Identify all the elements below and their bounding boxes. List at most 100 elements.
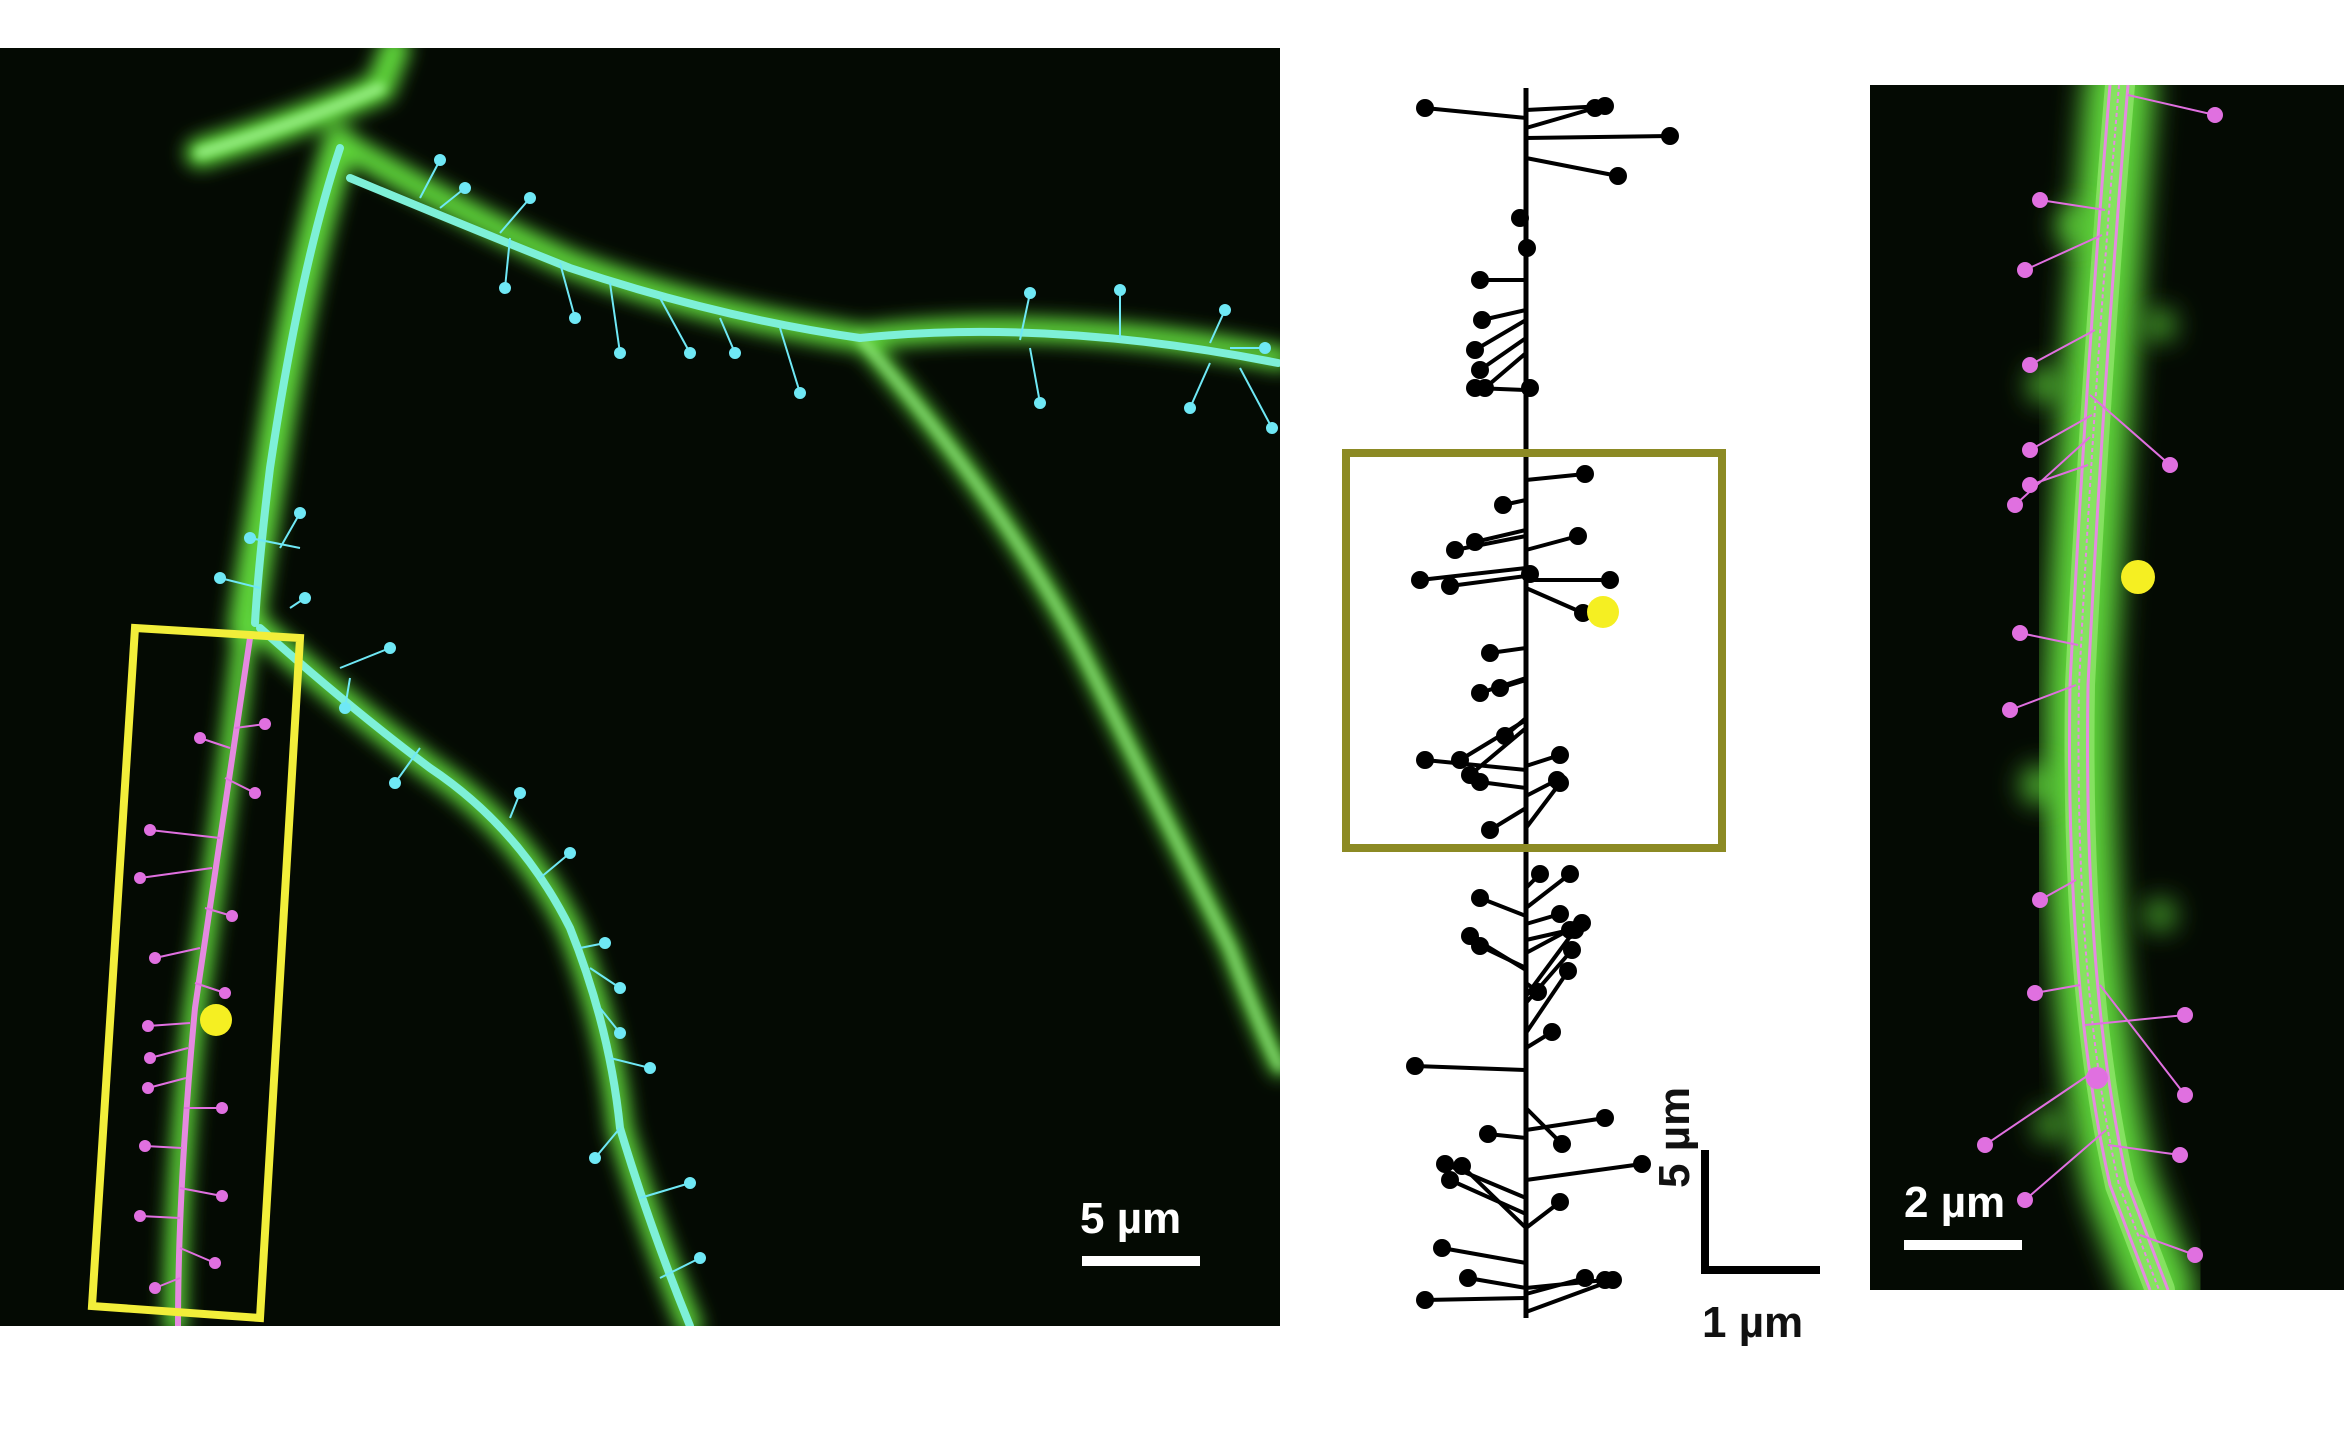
schematic-spine-head xyxy=(1453,1157,1471,1175)
schematic-spine-head xyxy=(1481,644,1499,662)
schematic-spine-head xyxy=(1543,1023,1561,1041)
schematic-spine-head xyxy=(1531,865,1549,883)
selection-box xyxy=(87,623,305,1323)
schematic-spine-line xyxy=(1525,1278,1606,1290)
schematic-spine-line xyxy=(1473,318,1528,352)
schematic-spine-line xyxy=(1419,566,1527,582)
schematic-spine-head xyxy=(1436,1155,1454,1173)
schematic-spine-head xyxy=(1576,465,1594,483)
schematic-spine-line xyxy=(1525,586,1584,615)
zoom-spine-blobs xyxy=(2022,207,2174,1139)
schematic-spine-head xyxy=(1551,1193,1569,1211)
schematic-spine-head xyxy=(1471,684,1489,702)
zoom-svg xyxy=(1977,85,2223,1290)
schematic-spine-head xyxy=(1551,905,1569,923)
schematic-spine-head xyxy=(1553,1135,1571,1153)
scale-label-horizontal: 1 µm xyxy=(1702,1298,1804,1347)
schematic-spine-head xyxy=(1661,127,1679,145)
schematic-spine-head xyxy=(1481,821,1499,839)
zoom-dendrite-core xyxy=(2064,85,2175,1290)
schematic-spine-head xyxy=(1406,1057,1424,1075)
schematic-spine-head xyxy=(1473,311,1491,329)
schematic-spine-line xyxy=(1525,106,1596,130)
schematic-spine-head xyxy=(1596,1271,1614,1289)
schematic-svg xyxy=(1342,88,1820,1318)
schematic-spine-head xyxy=(1411,571,1429,589)
schematic-spine-head xyxy=(1494,496,1512,514)
schematic-spine-head xyxy=(1551,746,1569,764)
schematic-spine-line xyxy=(1524,781,1562,830)
schematic-spine-line xyxy=(1525,472,1586,482)
schematic-spine-head xyxy=(1561,865,1579,883)
schematic-spine-head xyxy=(1521,379,1539,397)
spine-schematic: 1 µm 5 µm xyxy=(1320,48,1860,1368)
schematic-spine-head xyxy=(1471,889,1489,907)
schematic-spine-head xyxy=(1446,541,1464,559)
schematic-spine-line xyxy=(1460,1164,1528,1230)
schematic-spine-line xyxy=(1414,1064,1527,1072)
schematic-spine-head xyxy=(1633,1155,1651,1173)
schematic-spine-head xyxy=(1451,751,1469,769)
schematic-spine-head xyxy=(1586,99,1604,117)
schematic-spine-head xyxy=(1491,679,1509,697)
dendrite-core xyxy=(195,83,1280,1071)
scale-bar-right xyxy=(1904,1240,2022,1250)
schematic-spine-line xyxy=(1524,928,1577,998)
schematic-spine-line xyxy=(1524,872,1572,910)
schematic-spine-head xyxy=(1601,571,1619,589)
schematic-spine-head xyxy=(1596,1109,1614,1127)
schematic-spine-line xyxy=(1449,574,1527,588)
schematic-spine-head xyxy=(1566,921,1584,939)
scale-label-vertical: 5 µm xyxy=(1650,1086,1699,1188)
spines-pink xyxy=(134,718,271,1294)
dendrite-trace xyxy=(251,144,1280,1326)
schematic-spine-line xyxy=(1424,106,1527,120)
schematic-spine-line xyxy=(1441,1246,1527,1265)
schematic-spine-line xyxy=(1467,1276,1527,1290)
schematic-spine-head xyxy=(1479,1125,1497,1143)
schematic-spine-head xyxy=(1433,1239,1451,1257)
schematic-spine-head xyxy=(1441,577,1459,595)
schematic-spine-head xyxy=(1466,379,1484,397)
schematic-spine-line xyxy=(1525,1116,1606,1132)
schematic-spine-head xyxy=(1471,271,1489,289)
schematic-spine-head xyxy=(1559,962,1577,980)
schematic-spine-head xyxy=(1609,167,1627,185)
schematic-spine-head xyxy=(1416,1291,1434,1309)
schematic-spine-head xyxy=(1569,527,1587,545)
spines-cyan xyxy=(214,154,1278,1279)
schematic-spine-head xyxy=(1511,209,1529,227)
spine-lines xyxy=(1406,97,1679,1314)
schematic-spine-head xyxy=(1471,773,1489,791)
micrograph-overview: 5 µm xyxy=(0,48,1280,1326)
schematic-spine-head xyxy=(1551,774,1569,792)
scale-label-left: 5 µm xyxy=(1080,1194,1182,1243)
schematic-spine-line xyxy=(1525,1162,1643,1182)
micrograph-svg xyxy=(87,48,1280,1326)
schematic-spine-line xyxy=(1449,1178,1527,1216)
schematic-spine-line xyxy=(1478,336,1528,372)
schematic-spine-line xyxy=(1424,758,1527,772)
schematic-spine-head xyxy=(1518,239,1536,257)
schematic-marker-dot xyxy=(1587,596,1619,628)
schematic-spine-line xyxy=(1525,134,1671,140)
micrograph-zoom: 2 µm xyxy=(1870,85,2344,1290)
schematic-spine-line xyxy=(1525,156,1619,178)
schematic-selection-box xyxy=(1342,449,1726,852)
scale-bar-left xyxy=(1082,1256,1200,1266)
selected-dendrite-trace xyxy=(175,635,253,1326)
schematic-spine-line xyxy=(1424,1296,1527,1302)
schematic-spine-head xyxy=(1563,941,1581,959)
schematic-spine-line xyxy=(1524,969,1570,1035)
schematic-spine-head xyxy=(1459,1269,1477,1287)
dendrite-glow xyxy=(164,48,1280,1326)
schematic-spine-head xyxy=(1441,1171,1459,1189)
schematic-spine-head xyxy=(1471,937,1489,955)
schematic-spine-head xyxy=(1416,751,1434,769)
zoom-spines xyxy=(1977,94,2223,1263)
schematic-spine-line xyxy=(1454,534,1527,552)
scale-label-right: 2 µm xyxy=(1904,1178,2006,1227)
zoom-marker-dot xyxy=(2121,560,2155,594)
schematic-spine-head xyxy=(1416,99,1434,117)
zoom-dendrite-trace xyxy=(2068,85,2170,1290)
